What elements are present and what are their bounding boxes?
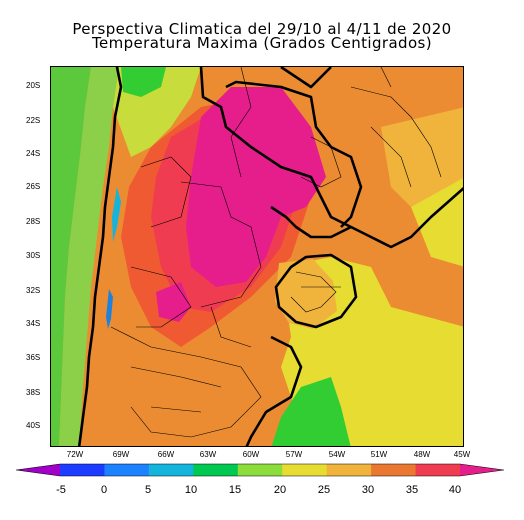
bolivia-north-border [280, 67, 332, 89]
lat-label: 34S [26, 319, 41, 328]
lon-label: 51W [370, 450, 388, 459]
province-line-1 [180, 181, 262, 308]
lon-label: 60W [242, 450, 260, 459]
lat-label: 30S [26, 251, 41, 260]
province-line-6 [150, 406, 202, 413]
brazil-state-line-2 [370, 126, 412, 188]
brazil-state-line-1 [350, 86, 442, 178]
colorbar-label: -5 [56, 484, 66, 496]
colorbar-cell [148, 464, 194, 476]
colorbar-cell [16, 464, 60, 476]
lat-label: 38S [26, 388, 41, 397]
province-line-3 [140, 156, 192, 228]
province-borders [110, 67, 442, 438]
colorbar-frame [15, 463, 505, 477]
bolivia-paraguay-border [199, 67, 352, 229]
colorbar-cell [60, 464, 105, 476]
province-line-7 [210, 306, 252, 348]
lon-label: 63W [199, 450, 217, 459]
colorbar-label: 0 [100, 484, 108, 496]
colorbar-cell [104, 464, 150, 476]
chile-argentina-border [77, 67, 123, 446]
lon-label: 69W [112, 450, 130, 459]
province-line-4 [110, 326, 262, 438]
lat-label: 20S [26, 81, 41, 90]
colorbar-label: 30 [361, 484, 375, 496]
colorbar-cell [415, 464, 461, 476]
colorbar-outline [15, 463, 505, 477]
colorbar-label: 15 [228, 484, 242, 496]
north-green-patch [121, 67, 166, 97]
colorbar-cell [237, 464, 283, 476]
uruguay-dept-lines [290, 271, 337, 313]
atlantic-coast [245, 335, 303, 446]
temperature-map [50, 66, 464, 447]
andes-green-band [59, 67, 119, 446]
map-title: Perspectiva Climatica del 29/10 al 4/11 … [0, 20, 524, 52]
colorbar-label: 25 [317, 484, 331, 496]
colorbar-label: 35 [405, 484, 419, 496]
paraguay-south-border [270, 205, 352, 239]
lat-label: 22S [26, 116, 41, 125]
lon-label: 72W [66, 450, 84, 459]
temperature-map-canvas [51, 67, 463, 446]
province-line-5 [130, 366, 222, 388]
lon-label: 66W [157, 450, 175, 459]
lat-label: 28S [26, 217, 41, 226]
colorbar-label: 5 [144, 484, 152, 496]
uruguay-light-orange [275, 259, 337, 329]
south-atlantic-green [271, 377, 351, 446]
hot-core-magenta [186, 87, 326, 287]
lat-label: 36S [26, 353, 41, 362]
lat-label: 32S [26, 286, 41, 295]
lat-label: 24S [26, 149, 41, 158]
cold-spot-blue [106, 289, 113, 329]
cold-spot-light-blue [112, 187, 121, 242]
colorbar-cell [193, 464, 239, 476]
lon-label: 48W [413, 450, 431, 459]
colorbar-label: 40 [448, 484, 462, 496]
temperature-colorbar [15, 463, 505, 477]
bolivia-dept-lines [230, 67, 252, 178]
paraguay-border [225, 80, 363, 228]
hot-spot-south [156, 282, 191, 322]
title-line-1: Perspectiva Climatica del 29/10 al 4/11 … [72, 20, 452, 38]
national-borders [77, 67, 463, 446]
pacific-region [51, 67, 91, 446]
north-east-orange [341, 67, 463, 107]
colorbar-cell [326, 464, 372, 476]
patagonia-orange [81, 357, 291, 446]
colorbar-cell [460, 464, 504, 476]
lon-label: 54W [328, 450, 346, 459]
lat-label: 40S [26, 421, 41, 430]
lon-label: 57W [285, 450, 303, 459]
colorbar-cell [282, 464, 328, 476]
brazil-border [350, 187, 463, 249]
colorbar-label: 10 [184, 484, 198, 496]
brazil-state-line-3 [380, 67, 392, 88]
lat-label: 26S [26, 182, 41, 191]
colorbar-cell [371, 464, 417, 476]
paraguay-dept-lines [300, 136, 342, 188]
title-line-2: Temperatura Maxima (Grados Centigrados) [91, 34, 433, 52]
lon-label: 45W [453, 450, 471, 459]
province-line-2 [130, 266, 192, 328]
colorbar-cells [16, 464, 504, 476]
colorbar-label: 20 [273, 484, 287, 496]
uruguay-border [274, 253, 358, 329]
